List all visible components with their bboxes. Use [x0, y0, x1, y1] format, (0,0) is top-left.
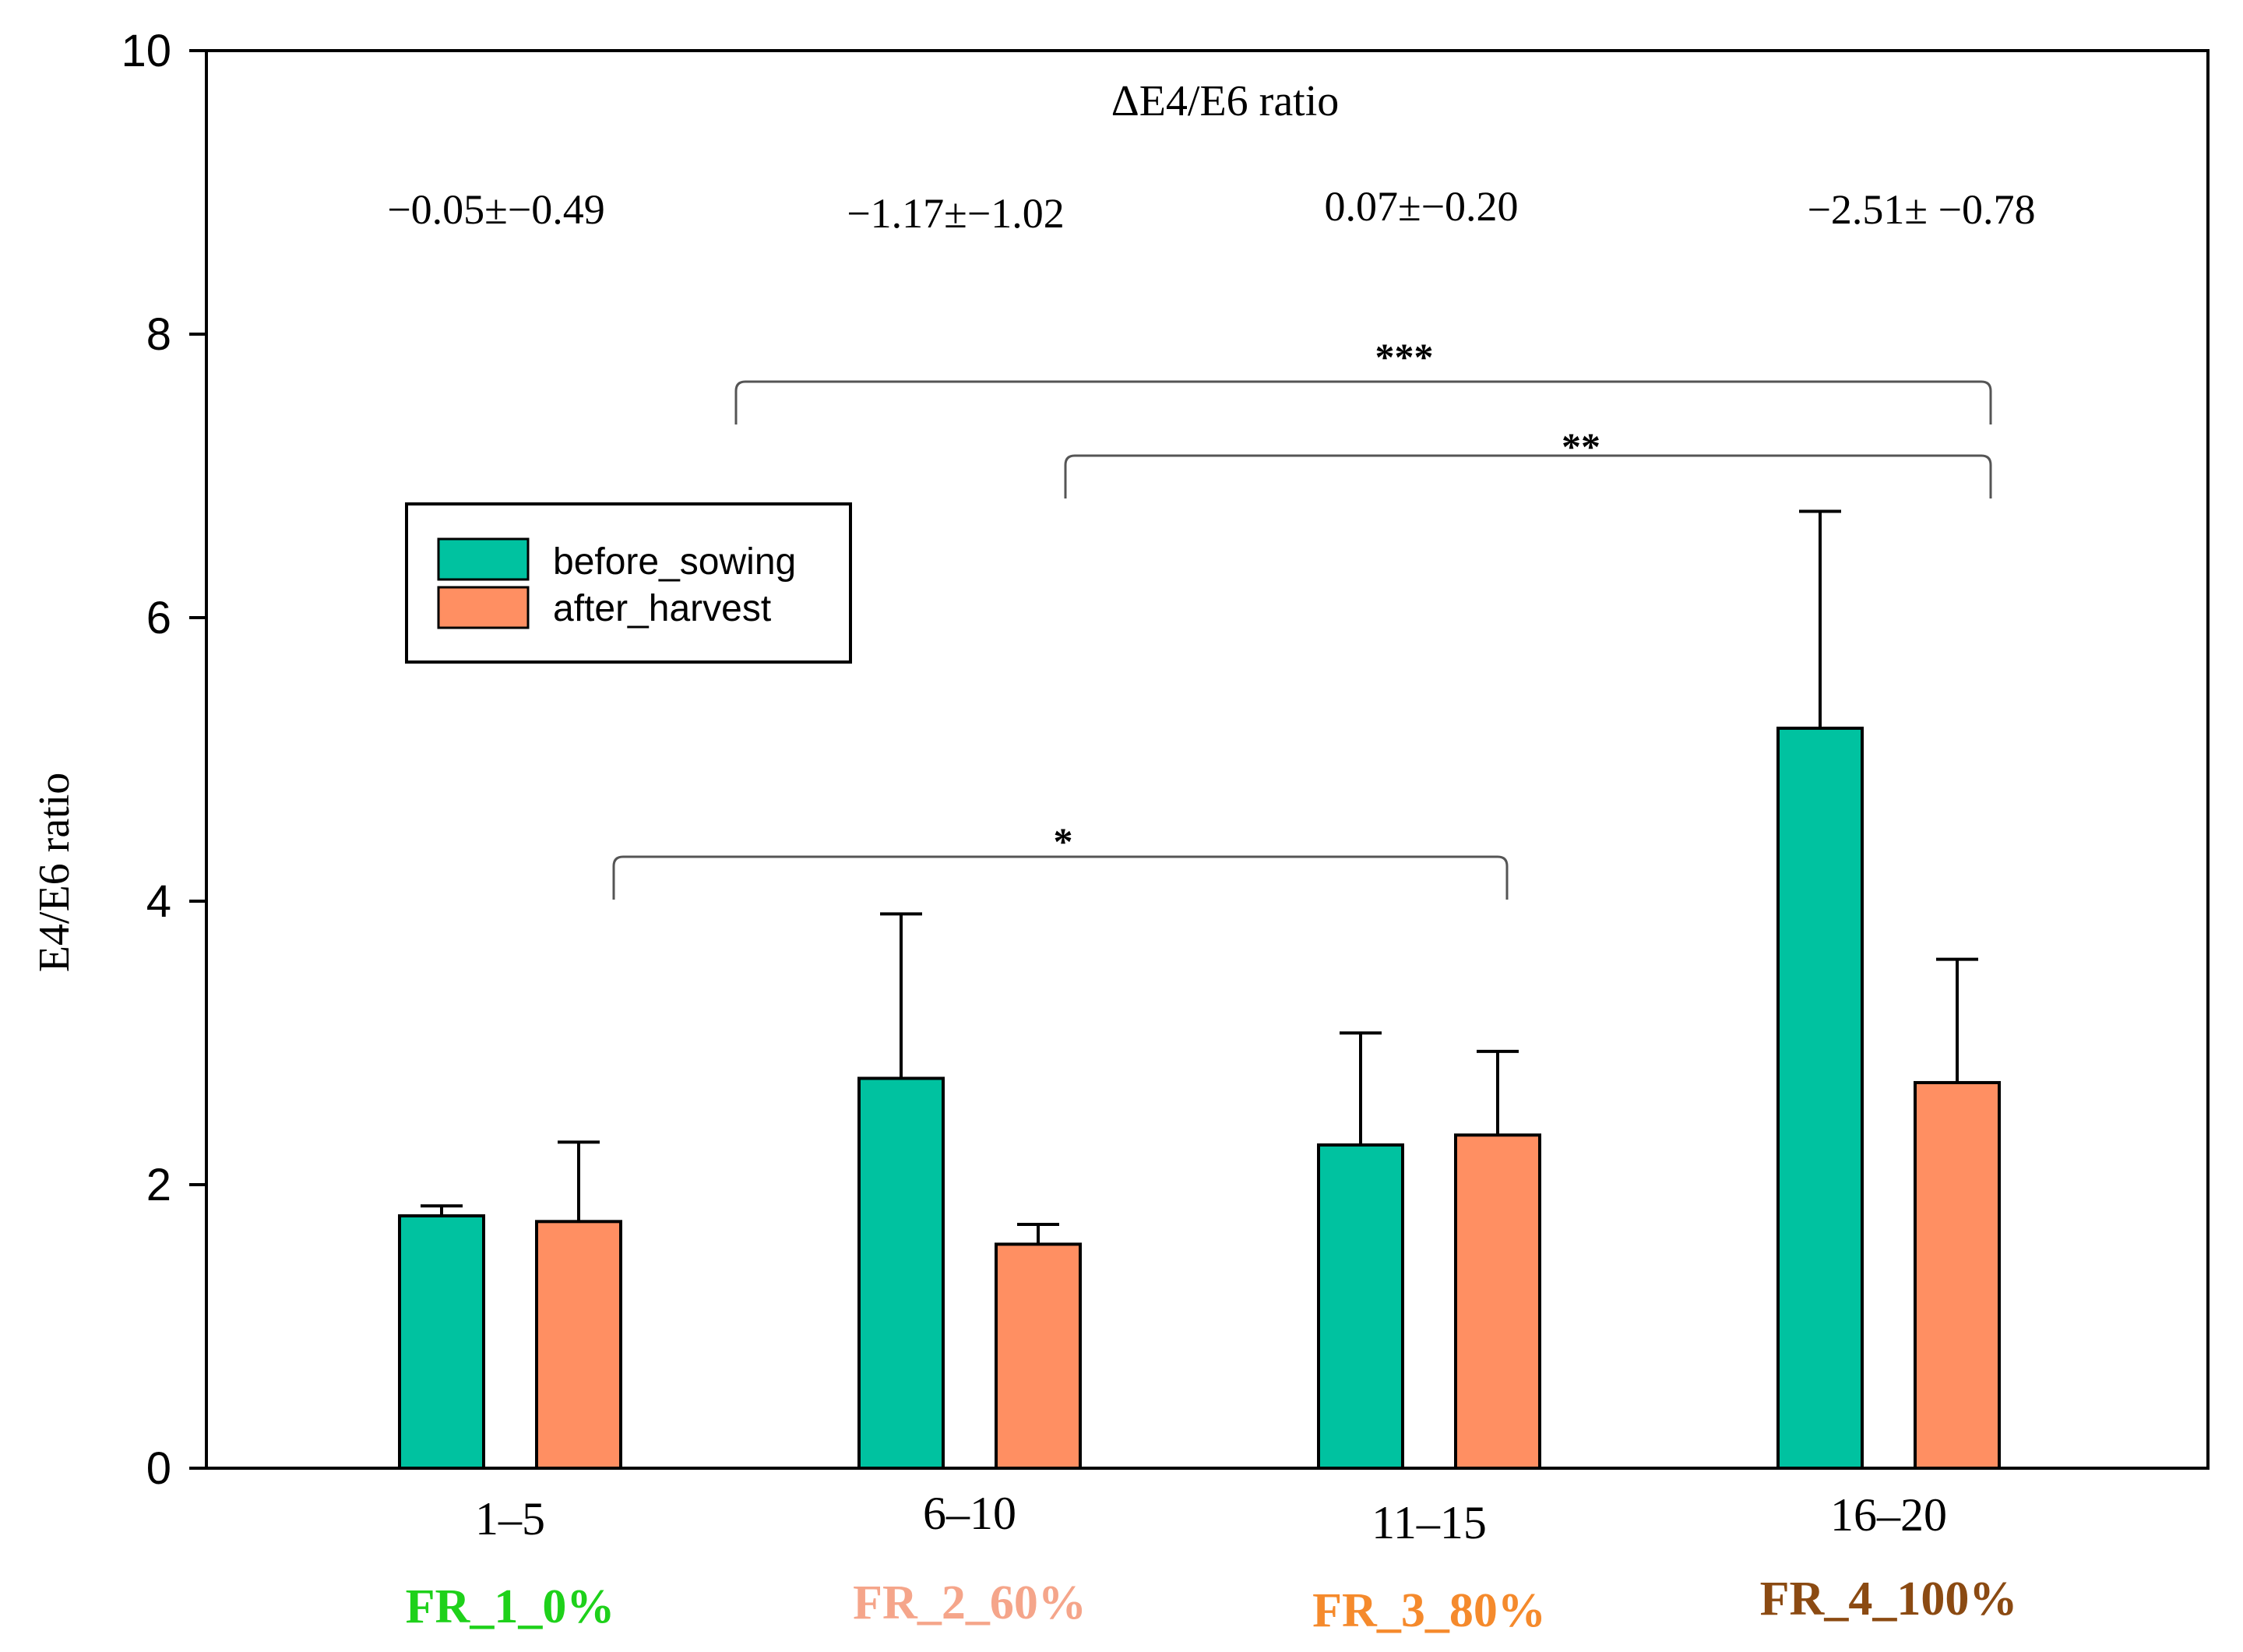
legend-box [405, 502, 852, 664]
plot-frame [205, 49, 2210, 1470]
significance-label-1: *** [1375, 335, 1434, 379]
delta-label-0: −0.05±−0.49 [387, 186, 605, 233]
bar-before_sowing-2 [1317, 1143, 1404, 1471]
bar-after_harvest-3 [1914, 1080, 2001, 1470]
x-category-label-1: 6–10 [923, 1488, 1016, 1539]
bar-before_sowing-3 [1776, 726, 1864, 1470]
chart-title: ΔE4/E6 ratio [1111, 77, 1340, 125]
legend-swatch-before-sowing [437, 537, 530, 581]
bar-before_sowing-1 [857, 1076, 945, 1470]
x-category-label-3: 16–20 [1830, 1489, 1947, 1541]
y-tick-label-0: 0 [146, 1443, 171, 1494]
significance-bracket-0 [612, 855, 1509, 900]
y-tick-label-2: 2 [146, 1160, 171, 1210]
delta-label-3: −2.51± −0.78 [1807, 186, 2035, 233]
y-tick-label-8: 8 [146, 309, 171, 360]
legend-label-before-sowing: before_sowing [553, 541, 796, 583]
y-tick-label-4: 4 [146, 876, 171, 927]
legend-swatch-after-harvest [437, 586, 530, 629]
group-label-1: FR_2_60% [853, 1576, 1086, 1629]
legend-label-after-harvest: after_harvest [553, 588, 771, 629]
delta-label-1: −1.17±−1.02 [847, 190, 1065, 237]
delta-label-2: 0.07±−0.20 [1324, 183, 1518, 230]
bar-after_harvest-2 [1454, 1133, 1541, 1471]
bar-after_harvest-0 [535, 1220, 622, 1470]
legend: before_sowing after_harvest [405, 502, 852, 664]
group-label-3: FR_4_100% [1760, 1573, 2018, 1626]
group-label-0: FR_1_0% [406, 1580, 615, 1633]
x-category-label-2: 11–15 [1372, 1497, 1487, 1548]
x-category-label-0: 1–5 [475, 1493, 545, 1545]
significance-bracket-2 [1064, 454, 1992, 498]
y-axis-label: E4/E6 ratio [30, 773, 79, 973]
group-label-2: FR_3_80% [1312, 1584, 1546, 1637]
y-tick-label-10: 10 [121, 26, 171, 76]
bar-after_harvest-1 [995, 1242, 1082, 1470]
bar-before_sowing-0 [398, 1214, 485, 1471]
significance-label-2: ** [1562, 424, 1600, 468]
y-tick-label-6: 6 [146, 593, 171, 643]
significance-label-0: * [1054, 819, 1073, 863]
significance-bracket-1 [734, 380, 1992, 424]
